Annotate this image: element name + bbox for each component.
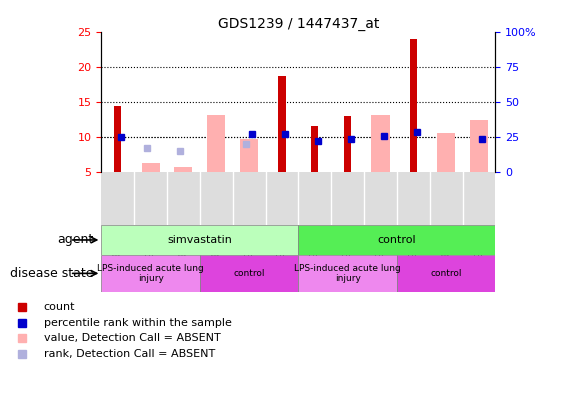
Bar [207,115,225,172]
Text: simvastatin: simvastatin [167,235,233,245]
Bar [141,163,160,172]
Bar [470,120,488,172]
Text: disease state: disease state [10,267,93,280]
Text: control: control [431,269,462,278]
Text: agent: agent [57,233,93,247]
Bar [344,116,351,172]
Text: rank, Detection Call = ABSENT: rank, Detection Call = ABSENT [44,349,215,359]
Text: LPS-induced acute lung
injury: LPS-induced acute lung injury [294,264,401,283]
Bar [311,126,319,172]
Bar [278,76,285,172]
Bar [101,255,200,292]
Bar [114,106,122,172]
Bar [410,39,417,172]
Bar [175,166,193,172]
Bar [298,225,495,255]
Bar [298,255,397,292]
Bar [397,255,495,292]
Title: GDS1239 / 1447437_at: GDS1239 / 1447437_at [218,17,379,31]
Text: control: control [378,235,416,245]
Text: value, Detection Call = ABSENT: value, Detection Call = ABSENT [44,333,221,343]
Bar [240,139,258,172]
Bar [437,133,455,172]
Bar [200,255,298,292]
Text: LPS-induced acute lung
injury: LPS-induced acute lung injury [97,264,204,283]
Text: count: count [44,302,75,312]
Text: percentile rank within the sample: percentile rank within the sample [44,318,231,328]
Text: control: control [234,269,265,278]
Bar [101,225,298,255]
Bar [372,115,390,172]
